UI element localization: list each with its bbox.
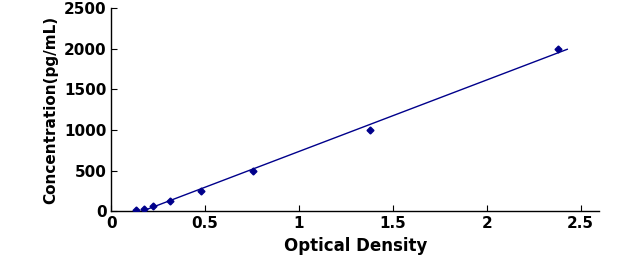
X-axis label: Optical Density: Optical Density [284,237,427,255]
Y-axis label: Concentration(pg/mL): Concentration(pg/mL) [43,16,58,204]
